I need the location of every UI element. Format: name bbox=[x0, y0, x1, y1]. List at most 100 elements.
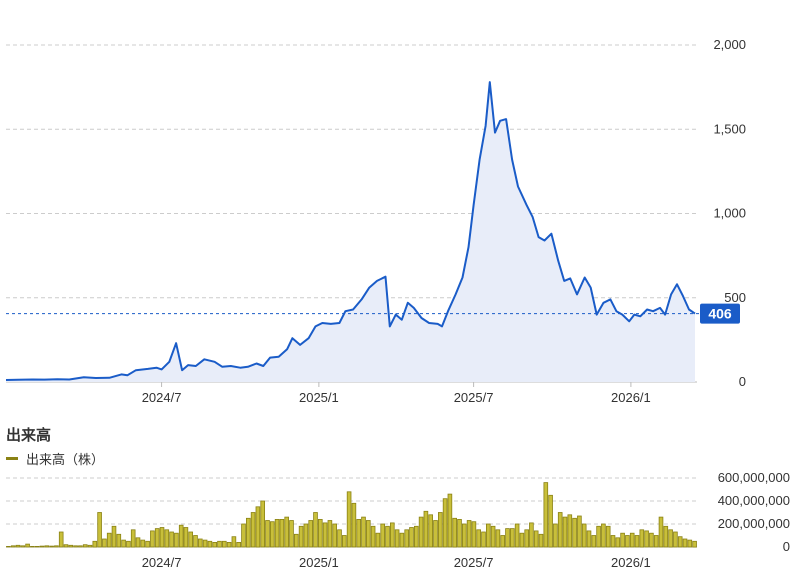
volume-bar bbox=[375, 532, 381, 548]
volume-bar bbox=[231, 536, 237, 548]
volume-bar bbox=[605, 525, 611, 548]
volume-bar bbox=[634, 535, 640, 548]
volume-bar bbox=[423, 510, 429, 548]
volume-bar bbox=[673, 531, 678, 548]
volume-bar bbox=[428, 514, 433, 548]
volume-bar bbox=[692, 540, 697, 548]
volume-bar bbox=[10, 545, 16, 548]
volume-bar bbox=[663, 525, 669, 548]
volume-bar bbox=[39, 545, 45, 548]
volume-bar bbox=[519, 532, 525, 548]
volume-bar bbox=[586, 530, 592, 548]
volume-bar bbox=[596, 525, 601, 548]
price-y-tick-label: 1,000 bbox=[713, 206, 746, 221]
volume-bar bbox=[385, 525, 390, 548]
volume-bar bbox=[183, 527, 189, 548]
volume-bar bbox=[178, 524, 184, 548]
volume-bar bbox=[284, 516, 289, 548]
volume-bar bbox=[500, 535, 505, 548]
volume-bar bbox=[298, 525, 304, 548]
volume-bar bbox=[164, 529, 170, 548]
volume-bars bbox=[6, 482, 697, 548]
volume-bar bbox=[78, 545, 83, 548]
volume-bar bbox=[543, 482, 549, 548]
volume-bar bbox=[193, 535, 198, 548]
price-x-tick-label: 2025/7 bbox=[454, 390, 494, 405]
volume-bar bbox=[495, 529, 501, 548]
volume-bar bbox=[332, 523, 337, 548]
volume-bar bbox=[601, 523, 606, 548]
volume-bar bbox=[106, 532, 112, 548]
price-x-tick-label: 2026/1 bbox=[611, 390, 651, 405]
volume-bar bbox=[514, 523, 520, 548]
volume-bar bbox=[49, 545, 54, 548]
volume-section-title: 出来高 bbox=[6, 427, 52, 444]
volume-bar bbox=[327, 520, 333, 548]
volume-bar bbox=[490, 525, 496, 548]
volume-bar bbox=[553, 523, 558, 548]
volume-bar bbox=[370, 525, 376, 548]
price-y-tick-label: 2,000 bbox=[713, 37, 746, 52]
volume-bar bbox=[538, 533, 544, 548]
volume-bar bbox=[524, 529, 529, 548]
volume-bar bbox=[303, 523, 309, 548]
volume-bar bbox=[121, 539, 126, 548]
volume-bar bbox=[250, 512, 256, 548]
volume-bar bbox=[221, 540, 227, 548]
volume-bar bbox=[577, 515, 582, 548]
last-price-label: 406 bbox=[708, 306, 732, 322]
volume-x-tick-label: 2025/1 bbox=[299, 555, 339, 570]
volume-bar bbox=[356, 519, 361, 548]
volume-bar bbox=[476, 529, 481, 548]
volume-bar bbox=[687, 539, 693, 548]
price-y-tick-label: 500 bbox=[724, 290, 746, 305]
volume-bar bbox=[313, 512, 318, 548]
volume-bar bbox=[217, 540, 222, 548]
volume-bar bbox=[30, 546, 35, 548]
price-y-tick-label: 1,500 bbox=[713, 121, 746, 136]
volume-bar bbox=[418, 516, 424, 548]
volume-bar bbox=[447, 493, 453, 548]
volume-bar bbox=[557, 512, 563, 548]
volume-bar bbox=[82, 544, 88, 548]
volume-bar bbox=[337, 529, 342, 548]
volume-x-tick-label: 2024/7 bbox=[142, 555, 182, 570]
volume-bar bbox=[279, 519, 285, 548]
volume-bar bbox=[481, 531, 486, 548]
price-area-fill bbox=[6, 82, 695, 382]
volume-bar bbox=[610, 535, 616, 548]
volume-bar bbox=[677, 536, 683, 548]
volume-bar bbox=[58, 531, 64, 548]
volume-bar bbox=[404, 529, 409, 548]
volume-bar bbox=[433, 520, 438, 548]
price-series-line bbox=[5, 81, 696, 381]
volume-legend[interactable]: 出来高（株） bbox=[6, 449, 104, 468]
volume-bar bbox=[260, 500, 265, 548]
volume-bar bbox=[615, 537, 621, 548]
volume-bar bbox=[682, 538, 688, 548]
volume-bar bbox=[255, 506, 261, 548]
volume-x-tick-label: 2025/7 bbox=[454, 555, 494, 570]
volume-bar bbox=[73, 545, 78, 548]
volume-bar bbox=[34, 546, 40, 548]
volume-bar bbox=[409, 527, 414, 548]
volume-bar bbox=[380, 523, 385, 548]
volume-bar bbox=[437, 512, 443, 548]
volume-bar bbox=[63, 544, 69, 548]
volume-bar bbox=[442, 498, 448, 548]
volume-bar bbox=[317, 519, 323, 548]
volume-bar bbox=[644, 530, 649, 548]
volume-bar bbox=[226, 542, 232, 548]
volume-bar bbox=[658, 516, 664, 548]
volume-bar bbox=[130, 529, 136, 548]
volume-bar bbox=[102, 538, 107, 548]
volume-legend-label: 出来高（株） bbox=[26, 452, 105, 467]
volume-bar bbox=[322, 522, 328, 548]
volume-bar bbox=[154, 528, 160, 548]
last-price-badge-bg bbox=[700, 303, 740, 324]
volume-bar bbox=[20, 545, 26, 548]
volume-bar bbox=[629, 532, 635, 548]
volume-legend-swatch bbox=[6, 457, 18, 460]
volume-bar bbox=[639, 529, 645, 548]
